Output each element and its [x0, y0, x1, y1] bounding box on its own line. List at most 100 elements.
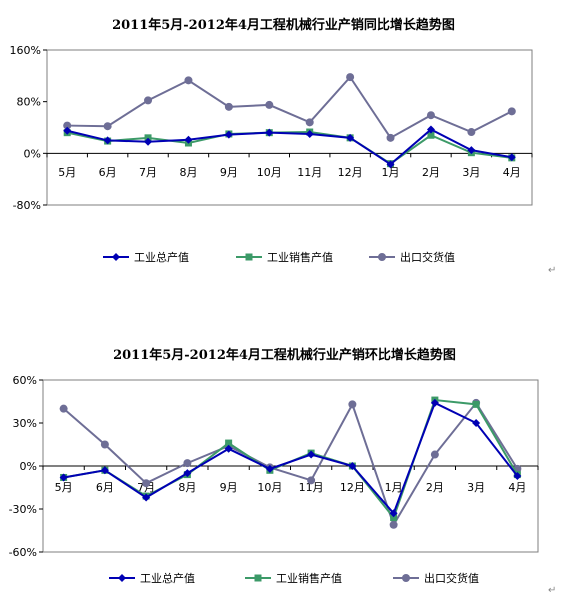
data-point: [427, 131, 435, 139]
y-tick-label: 0%: [24, 147, 41, 160]
x-tick-label: 10月: [257, 481, 282, 494]
data-point: [100, 466, 109, 475]
data-point: [265, 100, 274, 109]
data-point: [144, 137, 153, 146]
data-point: [472, 400, 480, 408]
x-tick-label: 10月: [257, 166, 282, 179]
series-line: [67, 75, 513, 140]
data-point: [305, 129, 314, 138]
x-tick-label: 9月: [220, 481, 238, 494]
x-tick-label: 6月: [96, 481, 114, 494]
chart-title: 2011年5月-2012年4月工程机械行业产销环比增长趋势图: [113, 347, 456, 363]
y-tick-label: -60%: [9, 546, 37, 559]
data-point: [183, 469, 192, 478]
x-tick-label: 5月: [55, 481, 73, 494]
data-point: [59, 404, 68, 413]
series-industrial-output: [59, 398, 522, 518]
series-line: [62, 401, 519, 528]
data-point: [346, 73, 355, 82]
data-point: [348, 400, 357, 409]
paragraph-mark-icon: ↵: [548, 585, 556, 596]
x-tick-label: 4月: [503, 166, 521, 179]
legend-swatch-marker: [112, 253, 120, 261]
x-tick-label: 12月: [338, 166, 363, 179]
x-tick-label: 3月: [462, 166, 480, 179]
x-tick-label: 5月: [58, 166, 76, 179]
data-point: [224, 102, 233, 111]
x-tick-label: 8月: [179, 166, 197, 179]
data-point: [389, 520, 398, 529]
data-point: [225, 439, 233, 447]
data-point: [430, 398, 439, 407]
series-export-delivery: [63, 73, 516, 142]
data-point: [142, 493, 151, 502]
data-point: [103, 122, 112, 131]
data-point: [184, 76, 193, 85]
x-tick-label: 11月: [297, 166, 322, 179]
legend-label: 工业销售产值: [267, 250, 333, 264]
legend-label: 出口交货值: [400, 250, 455, 264]
x-tick-label: 1月: [385, 481, 403, 494]
x-tick-label: 2月: [422, 166, 440, 179]
legend: 工业总产值 工业销售产值 出口交货值: [109, 571, 479, 585]
data-point: [467, 146, 476, 155]
data-point: [426, 125, 435, 134]
x-tick-label: 4月: [508, 481, 526, 494]
legend: 工业总产值 工业销售产值 出口交货值: [103, 250, 455, 264]
data-point: [467, 128, 476, 137]
y-tick-label: -80%: [13, 199, 41, 212]
legend-label: 工业总产值: [134, 250, 189, 264]
series-industrial-sales: [60, 396, 521, 522]
data-point: [507, 153, 516, 162]
legend-label: 工业总产值: [140, 571, 195, 585]
data-point: [307, 476, 316, 485]
x-tick-label: 3月: [467, 481, 485, 494]
data-point: [305, 118, 314, 127]
data-point: [307, 450, 316, 459]
x-tick-label: 1月: [382, 166, 400, 179]
data-point: [472, 419, 481, 427]
data-point: [390, 514, 398, 522]
x-tick-label: 2月: [426, 481, 444, 494]
data-point: [100, 440, 109, 449]
data-point: [224, 130, 233, 139]
y-tick-label: 80%: [17, 96, 41, 109]
plot-area: [46, 49, 533, 206]
series-export-delivery: [59, 398, 522, 529]
data-point: [63, 126, 72, 135]
legend-swatch-marker: [245, 253, 253, 261]
data-point: [513, 472, 522, 481]
chart-2: 2011年5月-2012年4月工程机械行业产销环比增长趋势图 60% 30% 0% -3…: [9, 347, 539, 585]
data-point: [386, 160, 395, 169]
data-point: [346, 133, 355, 142]
legend-label: 工业销售产值: [276, 571, 342, 585]
chart-title: 2011年5月-2012年4月工程机械行业产销同比增长趋势图: [112, 17, 455, 33]
data-point: [265, 464, 274, 473]
legend-swatch-marker: [402, 574, 410, 582]
chart-1: 2011年5月-2012年4月工程机械行业产销同比增长趋势图 160% 80% 0% -…: [10, 17, 533, 264]
y-tick-label: 160%: [10, 44, 41, 57]
data-point: [426, 111, 435, 120]
series-line: [63, 398, 519, 520]
data-point: [389, 509, 398, 518]
x-tick-label: 9月: [220, 166, 238, 179]
series-line: [63, 401, 519, 516]
data-point: [63, 121, 72, 130]
x-tick-label: 12月: [340, 481, 365, 494]
data-point: [59, 473, 68, 482]
data-point: [265, 128, 274, 137]
y-tick-label: -30%: [9, 503, 37, 516]
data-point: [507, 107, 516, 116]
series-industrial-sales: [63, 128, 516, 168]
legend-swatch-marker: [254, 574, 262, 582]
x-tick-label: 7月: [137, 481, 155, 494]
x-tick-label: 8月: [178, 481, 196, 494]
x-tick-label: 11月: [299, 481, 324, 494]
y-tick-label: 0%: [20, 460, 37, 473]
series-industrial-output: [63, 125, 516, 169]
data-point: [430, 450, 439, 459]
y-tick-label: 60%: [13, 374, 37, 387]
legend-swatch-marker: [378, 253, 386, 261]
data-point: [224, 444, 233, 453]
